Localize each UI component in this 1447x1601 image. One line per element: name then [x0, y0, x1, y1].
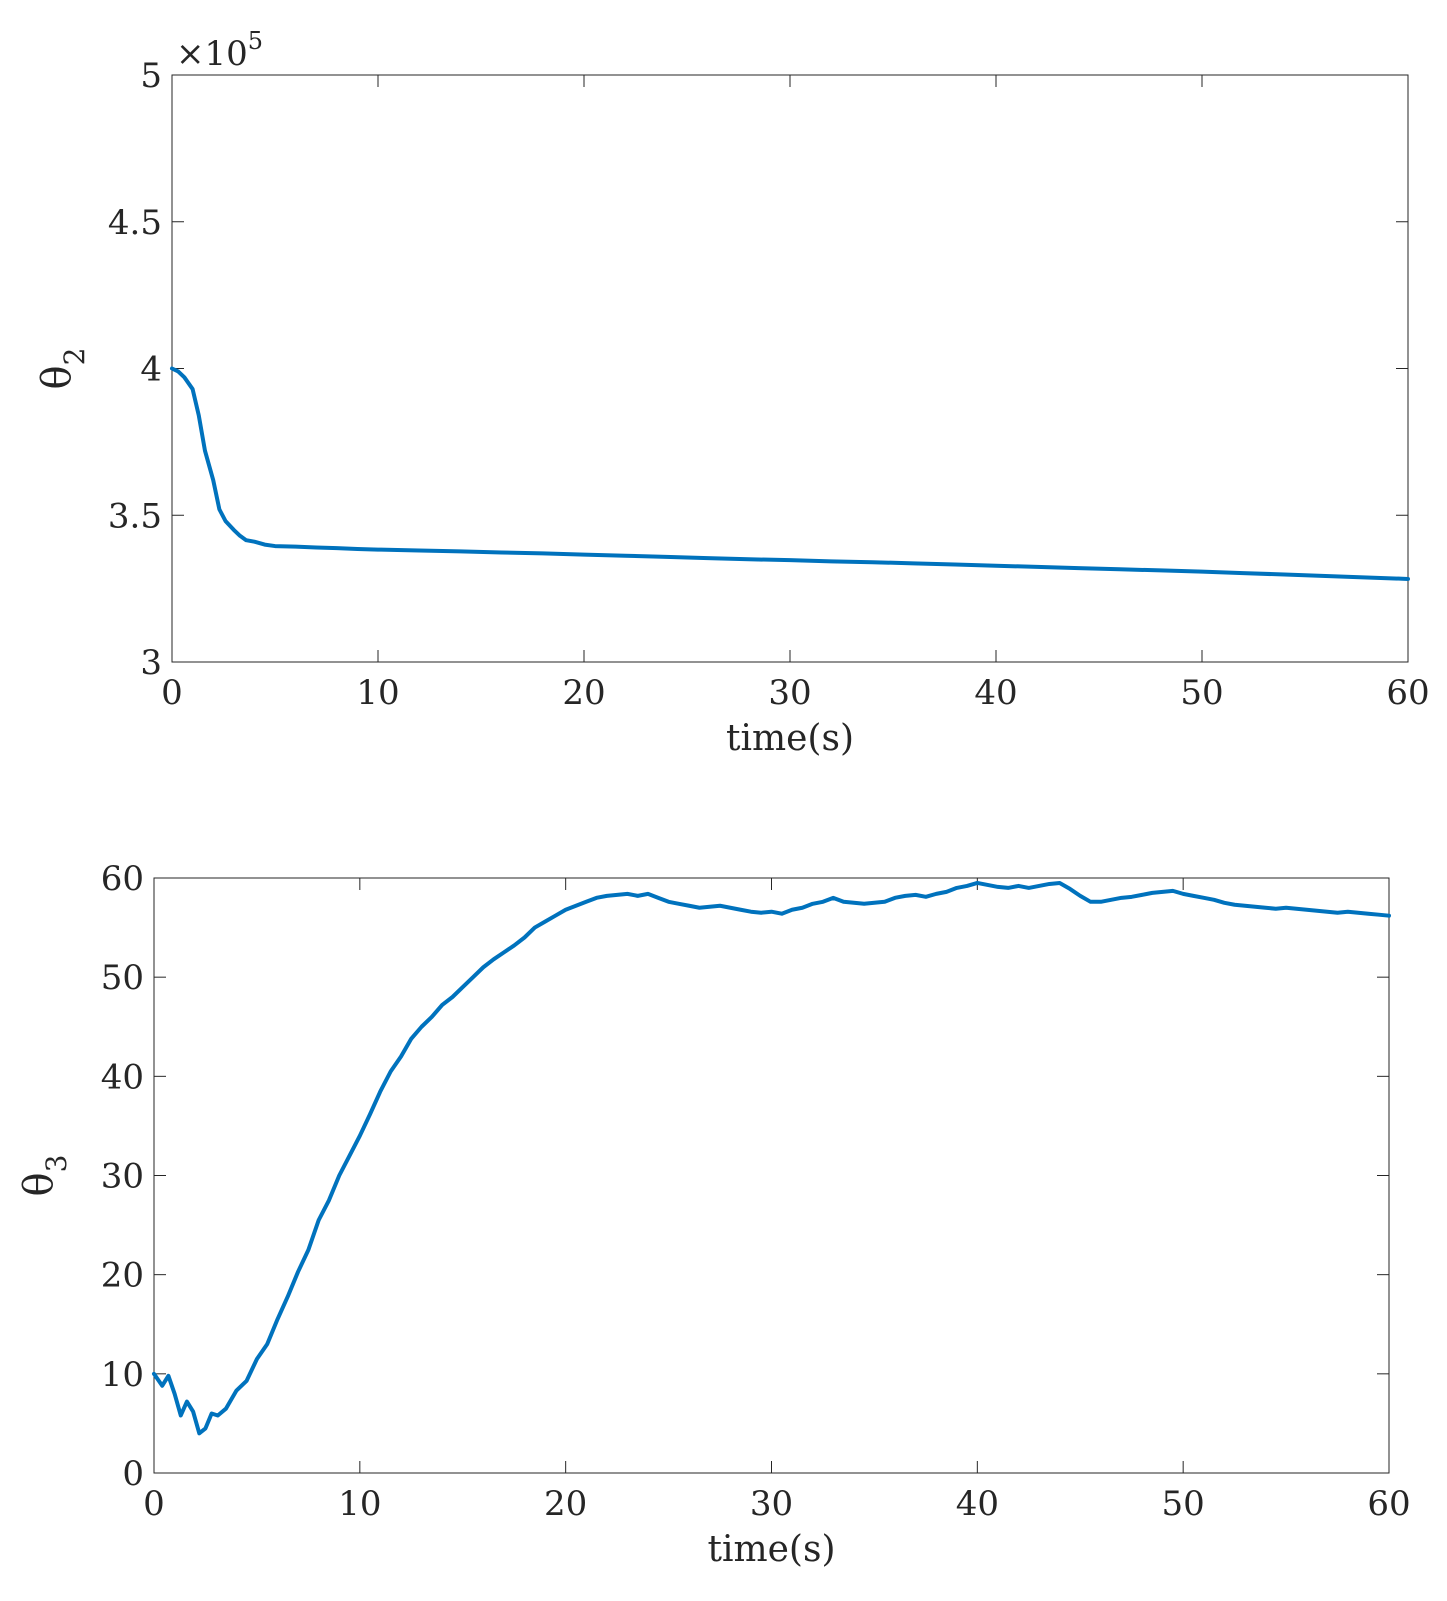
x-tick-label: 0: [143, 1484, 165, 1524]
y-tick-label: 30: [101, 1157, 144, 1197]
x-tick-label: 50: [1162, 1484, 1205, 1524]
y-exponent-power: 5: [248, 27, 263, 55]
x-tick-label: 50: [1180, 673, 1223, 713]
y-tick-label: 0: [122, 1454, 144, 1494]
y-tick-label: 60: [101, 859, 144, 899]
y-tick-label: 20: [101, 1256, 144, 1296]
x-tick-label: 0: [161, 673, 183, 713]
y-tick-label: 3.5: [108, 496, 162, 536]
y-tick-label: 10: [101, 1355, 144, 1395]
x-tick-label: 20: [544, 1484, 587, 1524]
y-axis-title-main: θ: [16, 1172, 62, 1196]
y-tick-label: 5: [140, 56, 162, 96]
x-axis-title: time(s): [726, 718, 854, 759]
x-tick-label: 40: [956, 1484, 999, 1524]
x-tick-label: 60: [1367, 1484, 1410, 1524]
chart-theta3: 0 10 20 30 40 50 60 0 10 20 30 40 50 60 time(s) θ3: [16, 859, 1411, 1570]
x-axis-title: time(s): [708, 1529, 836, 1570]
y-tick-label: 4: [140, 350, 162, 390]
y-axis-title-sub: 3: [40, 1155, 73, 1173]
series-line-0: [152, 880, 1391, 1436]
x-tick-label: 40: [974, 673, 1017, 713]
y-tick-label: 3: [140, 643, 162, 683]
y-axis-title: θ2: [34, 348, 91, 390]
y-tick-label: 40: [101, 1057, 144, 1097]
x-tick-label: 20: [562, 673, 605, 713]
y-tick-label: 50: [101, 958, 144, 998]
x-tick-label: 10: [338, 1484, 381, 1524]
y-axis-title-sub: 2: [58, 348, 91, 366]
series-line-0: [170, 366, 1410, 581]
x-tick-label: 30: [750, 1484, 793, 1524]
x-tick-label: 30: [768, 673, 811, 713]
y-axis-title: θ3: [16, 1155, 73, 1197]
y-tick-label: 4.5: [108, 203, 162, 243]
y-exponent-label: ×105: [176, 27, 263, 74]
y-axis-title-main: θ: [34, 365, 80, 389]
y-exponent-base: ×10: [176, 34, 248, 74]
x-tick-label: 10: [356, 673, 399, 713]
x-tick-label: 60: [1386, 673, 1429, 713]
